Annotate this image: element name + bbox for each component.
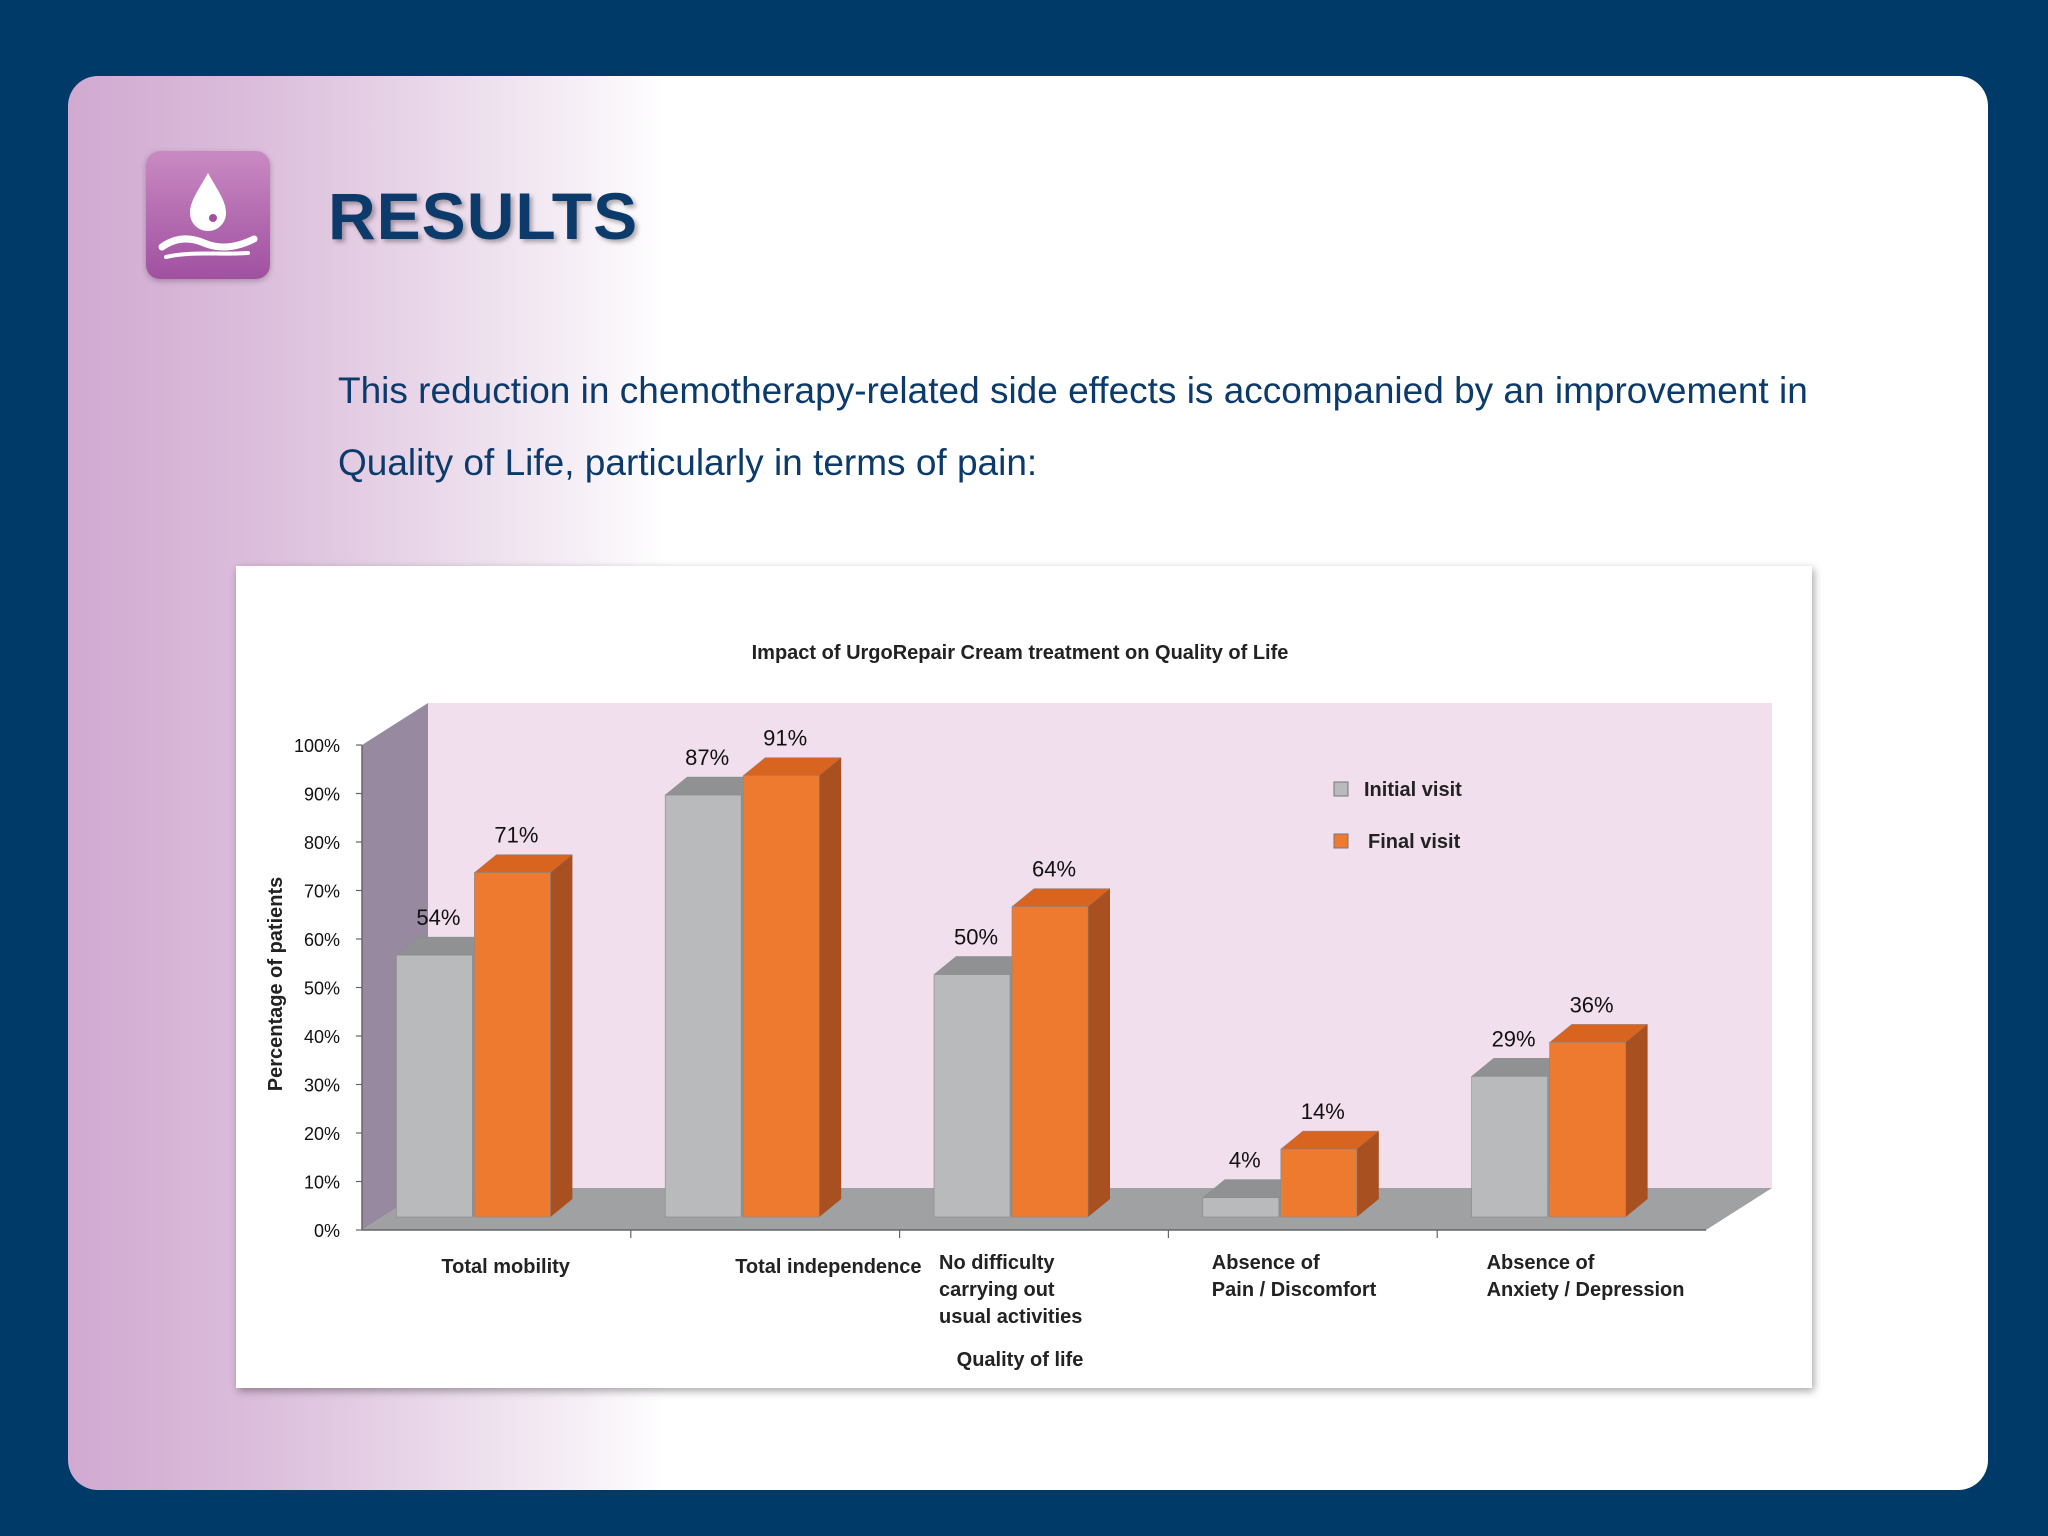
y-tick-label: 40% <box>304 1027 340 1047</box>
bar-side-face <box>1088 888 1110 1217</box>
legend-swatch-final <box>1333 833 1349 849</box>
bar-final-visit <box>1549 1042 1626 1218</box>
x-category-label: Absence of <box>1212 1252 1320 1274</box>
legend-label: Final visit <box>1368 831 1461 853</box>
y-tick-label: 100% <box>294 736 340 756</box>
bar-final-visit <box>1011 906 1089 1218</box>
data-label: 54% <box>416 905 460 930</box>
x-category-label: carrying out <box>939 1279 1055 1301</box>
droplet-logo-icon <box>146 151 270 279</box>
data-label: 36% <box>1570 992 1614 1017</box>
y-tick-label: 0% <box>314 1221 340 1241</box>
bar-side-face <box>1625 1024 1648 1217</box>
x-axis-label: Quality of life <box>957 1349 1084 1371</box>
intro-paragraph: This reduction in chemotherapy-related s… <box>338 370 1808 483</box>
x-category-label: Absence of <box>1487 1252 1595 1274</box>
y-tick-label: 30% <box>304 1076 340 1096</box>
x-category-label: Pain / Discomfort <box>1212 1279 1377 1301</box>
bar-initial-visit <box>1202 1197 1280 1218</box>
bar-side-face <box>550 854 573 1217</box>
y-axis-label: Percentage of patients <box>265 877 287 1092</box>
quality-of-life-chart: Impact of UrgoRepair Cream treatment on … <box>265 642 1772 1371</box>
chart-title: Impact of UrgoRepair Cream treatment on … <box>752 642 1289 664</box>
data-label: 64% <box>1032 857 1076 882</box>
y-tick-label: 60% <box>304 930 340 950</box>
x-category-label: Anxiety / Depression <box>1487 1279 1685 1301</box>
x-category-label: Total independence <box>735 1256 921 1278</box>
y-tick-label: 50% <box>304 979 340 999</box>
legend-label: Initial visit <box>1364 779 1462 801</box>
x-category-label: usual activities <box>939 1306 1082 1328</box>
bar-side-face <box>1356 1131 1379 1217</box>
y-tick-label: 20% <box>304 1124 340 1144</box>
page-title: RESULTS <box>328 179 639 253</box>
y-tick-label: 70% <box>304 882 340 902</box>
x-category-label: Total mobility <box>441 1256 570 1278</box>
data-label: 91% <box>763 726 807 751</box>
bar-side-face <box>819 757 842 1217</box>
legend-swatch-initial <box>1333 781 1349 797</box>
bar-initial-visit <box>664 794 742 1218</box>
bar-final-visit <box>742 775 820 1218</box>
bar-initial-visit <box>396 954 473 1218</box>
x-category-label: No difficulty <box>939 1252 1055 1274</box>
bar-final-visit <box>474 872 551 1218</box>
data-label: 71% <box>494 823 538 848</box>
bar-initial-visit <box>933 974 1011 1218</box>
data-label: 29% <box>1492 1026 1536 1051</box>
data-label: 87% <box>685 745 729 770</box>
data-label: 50% <box>954 925 998 950</box>
bar-final-visit <box>1280 1148 1358 1218</box>
bar-initial-visit <box>1471 1076 1548 1218</box>
y-tick-label: 10% <box>304 1173 340 1193</box>
data-label: 4% <box>1229 1148 1261 1173</box>
y-tick-label: 80% <box>304 833 340 853</box>
y-tick-label: 90% <box>304 785 340 805</box>
data-label: 14% <box>1301 1099 1345 1124</box>
